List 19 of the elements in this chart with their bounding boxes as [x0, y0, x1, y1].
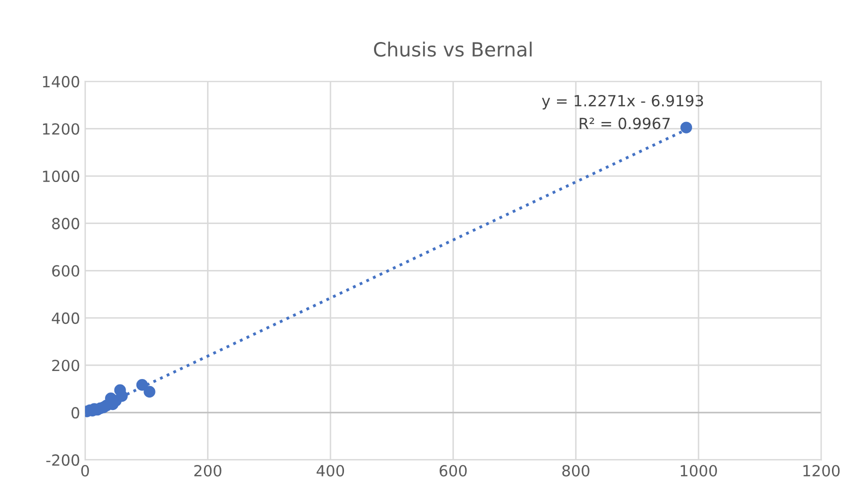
y-tick-label: 400: [52, 312, 80, 324]
x-tick-label: 0: [81, 464, 89, 477]
x-tick-label: 1200: [803, 464, 840, 477]
x-tick-label: 800: [562, 464, 590, 477]
y-tick-label: 0: [72, 407, 80, 419]
y-tick-label: -200: [46, 454, 80, 466]
y-tick-label: 1200: [43, 123, 80, 135]
y-tick-label: 200: [52, 360, 80, 372]
x-tick-label: 400: [316, 464, 344, 477]
y-tick-label: 600: [52, 265, 80, 277]
chart-title: Chusis vs Bernal: [374, 42, 532, 57]
x-tick-label: 1000: [680, 464, 717, 477]
x-tick-label: 200: [194, 464, 222, 477]
y-tick-label: 800: [52, 218, 80, 230]
y-tick-label: 1400: [43, 76, 80, 88]
x-tick-label: 600: [440, 464, 467, 477]
y-tick-label: 1000: [43, 170, 80, 182]
annotation: y = 1.2271x - 6.9193: [542, 94, 704, 110]
annotation: R² = 0.9967: [580, 118, 670, 130]
